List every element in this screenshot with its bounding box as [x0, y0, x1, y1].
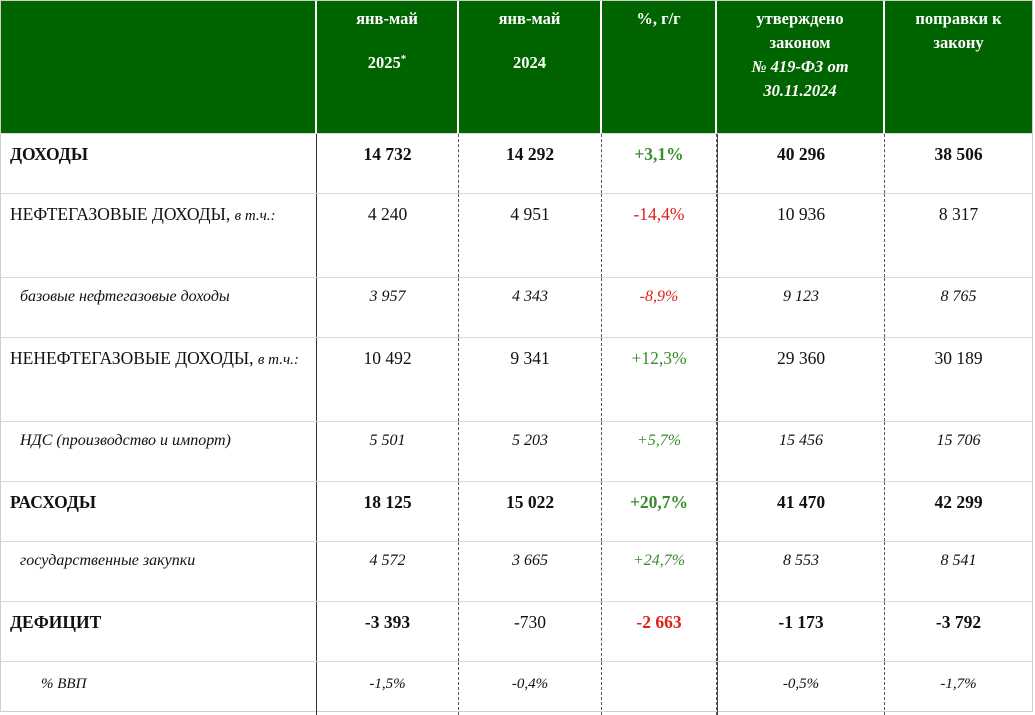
header-law-amendments: поправки к закону [885, 1, 1032, 133]
row-label: РАСХОДЫ [1, 482, 317, 541]
value-law: 10 936 [717, 194, 885, 277]
value-2025: -1,5% [317, 662, 459, 715]
footnote-mark: * [400, 53, 407, 65]
table-header: янв-май 2025* янв-май 2024 %, г/г утверж… [1, 1, 1032, 133]
value-2025: 10 492 [317, 338, 459, 421]
value-2024: 3 665 [459, 542, 602, 601]
value-2025: 18 125 [317, 482, 459, 541]
table-row-non-oil-gas-revenues: НЕНЕФТЕГАЗОВЫЕ ДОХОДЫ, в т.ч.: 10 492 9 … [1, 337, 1032, 421]
value-amend: 8 317 [938, 204, 979, 224]
header-text: янв-май [498, 9, 561, 28]
value-2025: 5 501 [317, 422, 459, 481]
row-label: ДЕФИЦИТ [1, 602, 317, 661]
value-2024: 4 343 [459, 278, 602, 337]
value-amend: 8 765 [940, 288, 977, 305]
row-label-suffix: в т.ч.: [234, 208, 276, 224]
value-law: 15 456 [717, 422, 885, 481]
value-pct: +12,3% [602, 338, 717, 421]
header-yoy-pct: %, г/г [602, 1, 717, 133]
value-2024: 5 203 [459, 422, 602, 481]
value-pct: -8,9% [602, 278, 717, 337]
value-2024: 9 341 [459, 338, 602, 421]
value-pct: +24,7% [602, 542, 717, 601]
value-law: 8 553 [717, 542, 885, 601]
value-pct: +5,7% [602, 422, 717, 481]
table-row-public-procurement: государственные закупки 4 572 3 665 +24,… [1, 541, 1032, 601]
value-pct: -2 663 [602, 602, 717, 661]
header-text: янв-май [356, 9, 418, 28]
header-year: 2024 [513, 53, 546, 72]
header-text: утверждено [756, 9, 844, 28]
header-year: 2025* [367, 53, 407, 72]
table-row-deficit: ДЕФИЦИТ -3 393 -730 -2 663 -1 173 -3 792 [1, 601, 1032, 661]
value-amend: 15 706 [936, 432, 981, 449]
value-2024: 14 292 [459, 134, 602, 193]
value-amend: -3 792 [935, 612, 982, 632]
value-2025: -3 393 [317, 602, 459, 661]
value-amend: 42 299 [934, 492, 983, 512]
value-law: 29 360 [717, 338, 885, 421]
table-row-expenditures: РАСХОДЫ 18 125 15 022 +20,7% 41 470 42 2… [1, 481, 1032, 541]
value-amend: 30 189 [934, 348, 983, 368]
table-row-gdp-share: % ВВП -1,5% -0,4% -0,5% -1,7% [1, 661, 1032, 715]
value-pct: +3,1% [602, 134, 717, 193]
value-2025: 3 957 [317, 278, 459, 337]
row-label: ДОХОДЫ [1, 134, 317, 193]
value-2024: 15 022 [459, 482, 602, 541]
value-law: -1 173 [717, 602, 885, 661]
table-row-base-oil-gas: базовые нефтегазовые доходы 3 957 4 343 … [1, 277, 1032, 337]
header-approved-by-law: утверждено законом № 419-ФЗ от 30.11.202… [717, 1, 885, 133]
value-2024: -0,4% [459, 662, 602, 715]
value-law: 9 123 [717, 278, 885, 337]
row-label: базовые нефтегазовые доходы [1, 278, 317, 337]
value-2025: 4 240 [317, 194, 459, 277]
value-pct: -14,4% [602, 194, 717, 277]
value-law: -0,5% [717, 662, 885, 715]
row-label: % ВВП [1, 662, 317, 715]
row-label: НЕФТЕГАЗОВЫЕ ДОХОДЫ, в т.ч.: [1, 194, 317, 277]
header-text: закону [933, 33, 984, 52]
value-law: 41 470 [717, 482, 885, 541]
header-law-number: № 419-ФЗ от [751, 57, 849, 76]
table-row-revenues: ДОХОДЫ 14 732 14 292 +3,1% 40 296 38 506 [1, 133, 1032, 193]
header-jan-may-2024: янв-май 2024 [459, 1, 602, 133]
header-label-cell [1, 1, 317, 133]
value-2024: -730 [459, 602, 602, 661]
value-2025: 14 732 [317, 134, 459, 193]
value-amend: -1,7% [940, 676, 977, 692]
value-pct: +20,7% [602, 482, 717, 541]
value-amend: 8 541 [940, 552, 977, 569]
header-law-date: 30.11.2024 [763, 81, 837, 100]
header-text: поправки к [915, 9, 1002, 28]
table-row-oil-gas-revenues: НЕФТЕГАЗОВЫЕ ДОХОДЫ, в т.ч.: 4 240 4 951… [1, 193, 1032, 277]
row-label: НЕНЕФТЕГАЗОВЫЕ ДОХОДЫ, в т.ч.: [1, 338, 317, 421]
value-law: 40 296 [717, 134, 885, 193]
header-jan-may-2025: янв-май 2025* [317, 1, 459, 133]
row-label-suffix: в т.ч.: [257, 352, 299, 368]
row-label: НДС (производство и импорт) [1, 422, 317, 481]
value-2025: 4 572 [317, 542, 459, 601]
header-text: законом [769, 33, 831, 52]
table-row-vat: НДС (производство и импорт) 5 501 5 203 … [1, 421, 1032, 481]
header-text: %, г/г [636, 9, 681, 28]
value-pct [602, 662, 717, 715]
value-2024: 4 951 [459, 194, 602, 277]
value-amend: 38 506 [934, 144, 983, 164]
row-label: государственные закупки [1, 542, 317, 601]
